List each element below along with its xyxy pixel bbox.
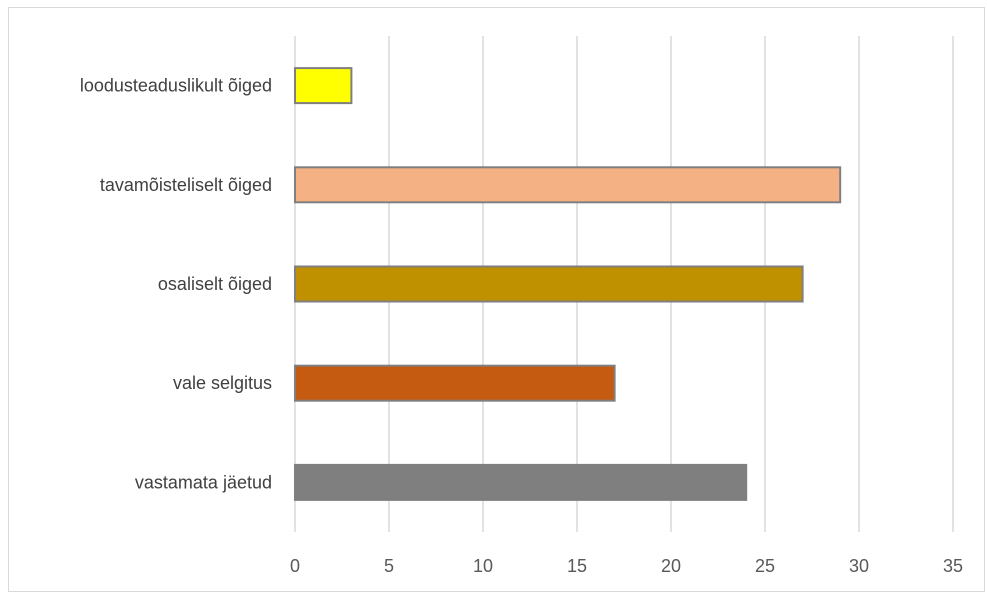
category-label: vale selgitus <box>173 373 272 393</box>
bar <box>294 364 616 402</box>
bar <box>294 463 748 501</box>
x-tick-label: 0 <box>290 556 300 576</box>
x-tick-label: 20 <box>661 556 681 576</box>
x-tick-label: 10 <box>473 556 493 576</box>
category-label: osaliselt õiged <box>158 274 272 294</box>
bar <box>294 265 804 303</box>
x-tick-label: 15 <box>567 556 587 576</box>
category-label: tavamõisteliselt õiged <box>100 175 272 195</box>
bar <box>294 166 842 204</box>
bars <box>294 67 842 501</box>
x-tick-label: 25 <box>755 556 775 576</box>
bar <box>294 67 353 105</box>
category-label: loodusteaduslikult õiged <box>80 76 272 96</box>
x-tick-label: 5 <box>384 556 394 576</box>
x-axis-ticks: 0 5 10 15 20 25 30 35 <box>290 556 963 576</box>
category-label: vastamata jäetud <box>135 472 272 492</box>
x-tick-label: 30 <box>849 556 869 576</box>
category-labels: loodusteaduslikult õiged tavamõisteliselt… <box>80 76 272 493</box>
x-tick-label: 35 <box>943 556 963 576</box>
